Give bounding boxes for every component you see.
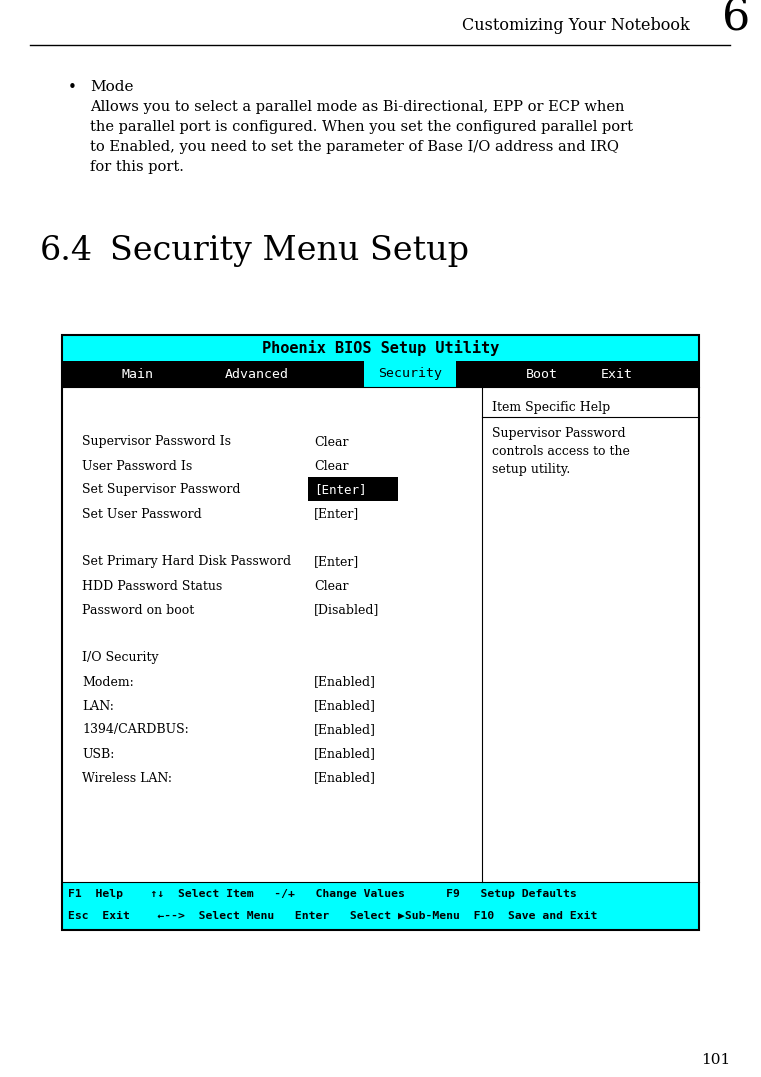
Text: Clear: Clear	[314, 435, 349, 448]
Text: [Enabled]: [Enabled]	[314, 771, 376, 784]
Text: 1394/CARDBUS:: 1394/CARDBUS:	[82, 724, 189, 737]
Text: F1  Help    ↑↓  Select Item   -/+   Change Values      F9   Setup Defaults: F1 Help ↑↓ Select Item -/+ Change Values…	[68, 889, 577, 899]
Text: I/O Security: I/O Security	[82, 652, 158, 665]
Text: 101: 101	[701, 1053, 730, 1067]
Text: [Enabled]: [Enabled]	[314, 747, 376, 760]
Text: USB:: USB:	[82, 747, 114, 760]
Text: Item Specific Help: Item Specific Help	[492, 401, 610, 414]
Text: HDD Password Status: HDD Password Status	[82, 579, 222, 592]
Text: Security Menu Setup: Security Menu Setup	[110, 235, 469, 267]
Bar	[62, 882, 699, 931]
Bar	[62, 335, 699, 361]
Text: Modem:: Modem:	[82, 675, 134, 688]
Text: Password on boot: Password on boot	[82, 603, 194, 616]
Text: Supervisor Password Is: Supervisor Password Is	[82, 435, 231, 448]
Text: [Enabled]: [Enabled]	[314, 675, 376, 688]
Text: Security: Security	[378, 367, 442, 380]
Text: Boot: Boot	[526, 367, 558, 380]
Text: Exit: Exit	[601, 367, 633, 380]
Text: to Enabled, you need to set the parameter of Base I/O address and IRQ: to Enabled, you need to set the paramete…	[90, 140, 619, 154]
Text: Set Primary Hard Disk Password: Set Primary Hard Disk Password	[82, 556, 291, 569]
Text: Clear: Clear	[314, 460, 349, 473]
Text: [Enabled]: [Enabled]	[314, 699, 376, 713]
Text: Customizing Your Notebook: Customizing Your Notebook	[462, 16, 690, 33]
Text: 6: 6	[721, 0, 750, 40]
Text: [Enter]: [Enter]	[314, 484, 367, 496]
Text: Main: Main	[121, 367, 153, 380]
Text: Esc  Exit    ←-->  Select Menu   Enter   Select ▶Sub-Menu  F10  Save and Exit: Esc Exit ←--> Select Menu Enter Select ▶…	[68, 911, 597, 921]
Text: [Disabled]: [Disabled]	[314, 603, 380, 616]
Text: Set User Password: Set User Password	[82, 507, 202, 520]
Text: User Password Is: User Password Is	[82, 460, 193, 473]
Text: LAN:: LAN:	[82, 699, 114, 713]
Text: Supervisor Password: Supervisor Password	[492, 426, 626, 440]
Text: Clear: Clear	[314, 579, 349, 592]
Text: Phoenix BIOS Setup Utility: Phoenix BIOS Setup Utility	[262, 340, 499, 356]
Text: the parallel port is configured. When you set the configured parallel port: the parallel port is configured. When yo…	[90, 120, 633, 134]
Text: setup utility.: setup utility.	[492, 463, 570, 476]
Text: •: •	[68, 80, 77, 95]
Bar	[308, 477, 398, 501]
Text: Mode: Mode	[90, 80, 133, 94]
Text: controls access to the: controls access to the	[492, 445, 630, 458]
Text: Allows you to select a parallel mode as Bi-directional, EPP or ECP when: Allows you to select a parallel mode as …	[90, 100, 625, 114]
Bar	[62, 335, 699, 931]
Bar	[62, 335, 699, 931]
Text: Set Supervisor Password: Set Supervisor Password	[82, 484, 240, 496]
Text: [Enter]: [Enter]	[314, 556, 359, 569]
Text: Advanced: Advanced	[225, 367, 289, 380]
Bar	[62, 361, 699, 387]
Text: [Enabled]: [Enabled]	[314, 724, 376, 737]
Bar	[364, 361, 456, 387]
Text: for this port.: for this port.	[90, 160, 184, 174]
Text: [Enter]: [Enter]	[314, 507, 359, 520]
Text: Wireless LAN:: Wireless LAN:	[82, 771, 172, 784]
Text: 6.4: 6.4	[40, 235, 93, 267]
